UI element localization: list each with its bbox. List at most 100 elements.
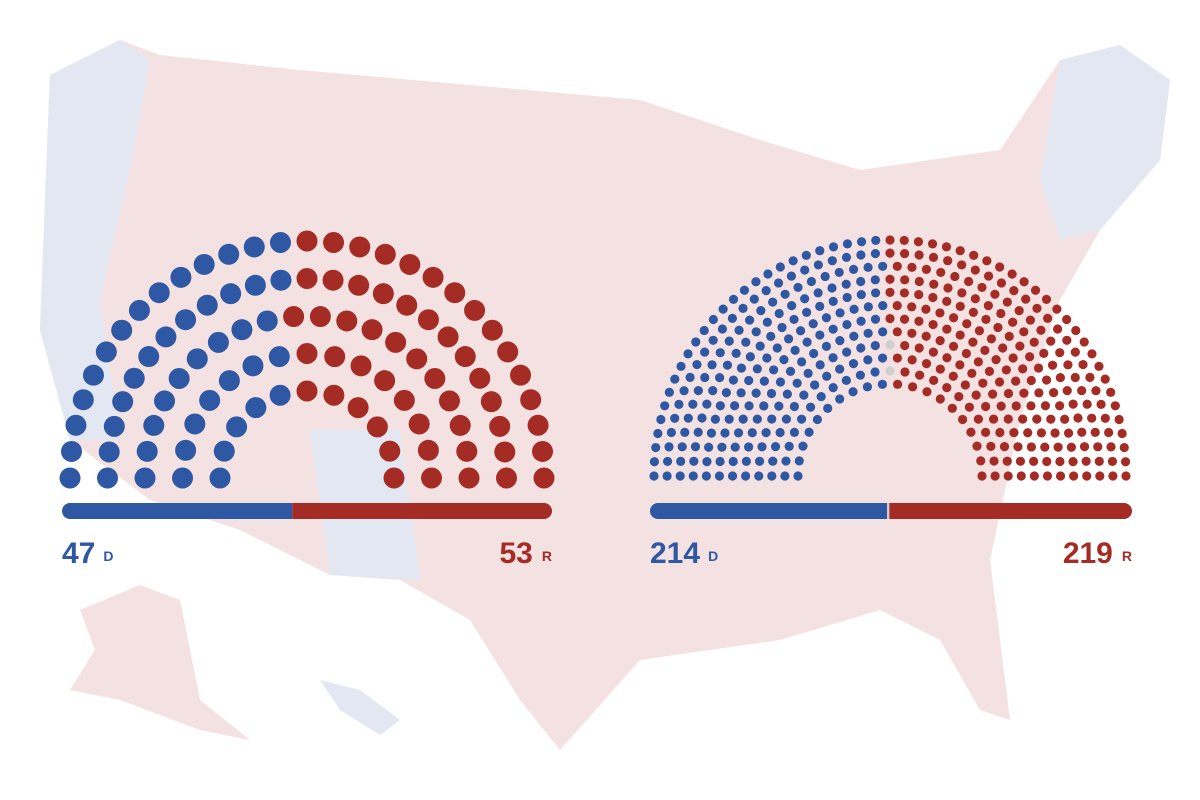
seat [799, 390, 809, 400]
seat [785, 366, 796, 376]
seat [1041, 294, 1052, 304]
seat [914, 343, 924, 353]
seat [1036, 428, 1047, 438]
seat [385, 331, 407, 353]
seat [706, 428, 717, 438]
seat [701, 471, 711, 481]
seat [670, 374, 680, 384]
seat [1043, 313, 1053, 323]
seat [744, 375, 754, 386]
seat [983, 271, 994, 281]
seat [915, 370, 925, 380]
seat [787, 301, 797, 311]
map-hawaii [320, 680, 400, 735]
seat [797, 357, 807, 367]
seat [745, 352, 755, 362]
seat [1049, 388, 1059, 398]
seat [993, 322, 1003, 333]
seat [907, 302, 917, 312]
seat [1068, 456, 1078, 467]
seat [948, 371, 958, 381]
seat [736, 388, 746, 398]
seat [784, 441, 794, 451]
seat [798, 441, 808, 451]
value-label: 47 [62, 537, 95, 570]
seat [666, 427, 676, 438]
seat [683, 349, 693, 359]
seat [454, 346, 476, 368]
seat [697, 413, 707, 423]
seat [1055, 401, 1065, 411]
seat [123, 367, 145, 389]
seat [481, 319, 503, 341]
seat [702, 456, 712, 467]
seat [995, 427, 1005, 438]
seat [82, 364, 104, 386]
seat [980, 427, 991, 437]
seat [835, 394, 845, 404]
seat [1008, 353, 1018, 363]
seat [856, 237, 867, 247]
seat [1050, 428, 1060, 438]
seat [936, 267, 946, 278]
seat [1025, 352, 1035, 362]
seat [815, 330, 825, 340]
seat [955, 246, 965, 256]
seat [755, 341, 765, 351]
seat [269, 384, 291, 406]
seat [243, 236, 265, 258]
seat [347, 397, 369, 419]
seat [783, 334, 794, 344]
seat [823, 403, 833, 413]
seat [1094, 456, 1104, 466]
seat [870, 367, 880, 377]
seat [1062, 386, 1072, 396]
seat [1060, 414, 1070, 424]
seat [762, 353, 772, 363]
seat [1107, 456, 1118, 467]
seat [662, 456, 673, 467]
seat [112, 391, 134, 413]
seat [717, 324, 728, 334]
seat [969, 250, 979, 260]
seat [788, 256, 798, 266]
seat [751, 277, 761, 287]
seat [366, 416, 388, 438]
seat [324, 346, 346, 368]
seat [1110, 401, 1120, 411]
seat [245, 397, 267, 419]
seat [1119, 442, 1129, 453]
seat [900, 367, 910, 377]
seat [374, 370, 396, 392]
seat [870, 314, 881, 324]
seat [821, 313, 832, 323]
seat [683, 413, 693, 423]
seat [199, 389, 221, 411]
seat [1009, 286, 1019, 296]
seat [999, 442, 1010, 452]
seat [962, 319, 972, 329]
seat [892, 353, 903, 363]
seat [1087, 413, 1097, 423]
seat [1068, 399, 1078, 409]
seat [877, 379, 888, 389]
seat [510, 364, 532, 386]
seat [728, 375, 739, 385]
seat [794, 456, 804, 466]
seat [856, 343, 866, 353]
seat [914, 276, 924, 287]
seat [870, 288, 881, 298]
seat [955, 301, 965, 311]
seat [1030, 285, 1041, 295]
seat [421, 467, 442, 489]
seat [1077, 427, 1087, 437]
seat [968, 307, 978, 317]
seat [270, 269, 292, 291]
seat [1055, 373, 1065, 383]
seat [892, 379, 903, 389]
seat [1042, 456, 1052, 467]
seat [1052, 324, 1063, 334]
seat [1070, 347, 1080, 357]
seat [733, 428, 744, 438]
seat [998, 343, 1008, 353]
